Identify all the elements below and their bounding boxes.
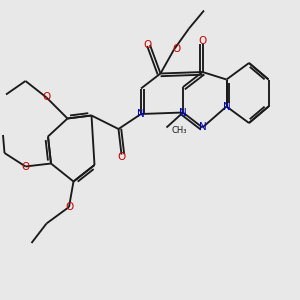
Text: N: N xyxy=(179,107,187,118)
Text: O: O xyxy=(198,36,207,46)
Text: CH₃: CH₃ xyxy=(172,126,188,135)
Text: O: O xyxy=(42,92,51,103)
Text: N: N xyxy=(223,101,230,112)
Text: O: O xyxy=(65,202,73,212)
Text: O: O xyxy=(117,152,126,162)
Text: N: N xyxy=(137,109,145,119)
Text: O: O xyxy=(21,161,30,172)
Text: O: O xyxy=(143,40,151,50)
Text: O: O xyxy=(173,44,181,55)
Text: N: N xyxy=(199,122,206,133)
